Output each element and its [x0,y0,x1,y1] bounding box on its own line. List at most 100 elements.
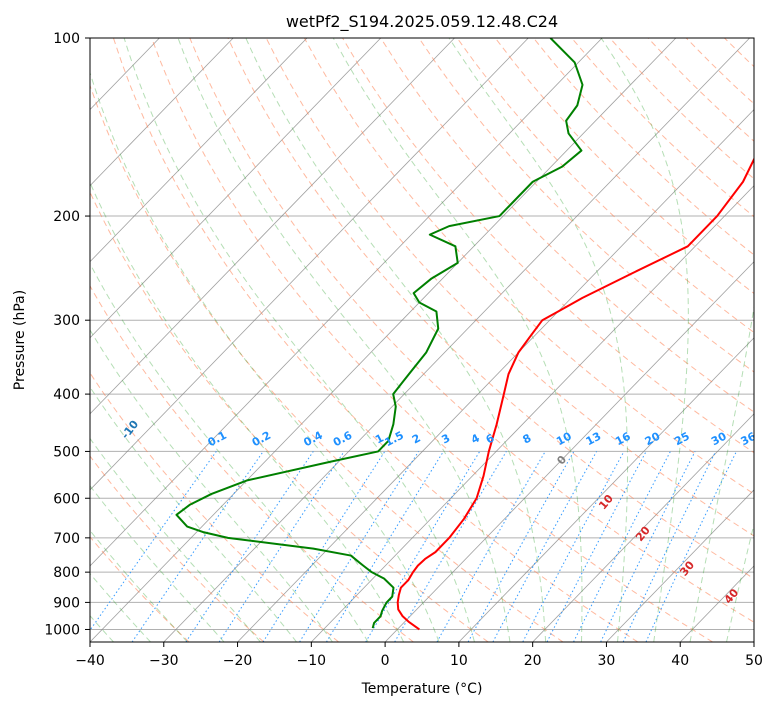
dry-adiabat-line [342,38,754,454]
dry-adiabat-line [90,190,489,642]
y-tick-label: 900 [53,595,80,611]
dry-adiabat-line [533,38,754,256]
skewed-isotherms [0,38,754,642]
mixing-ratio-line [90,451,217,632]
y-tick-label: 700 [53,531,80,547]
dry-adiabat-line [494,38,754,295]
mixing-ratio-line [467,451,575,642]
dry-adiabat-line [763,38,775,642]
isotherm-line [0,38,12,642]
x-tick-label: 20 [524,653,542,669]
moist-adiabat-line [90,262,369,642]
isotherm-line [90,38,308,263]
mixing-ratio-label: 3 [439,431,452,446]
dry-adiabat-line [90,284,414,642]
mixing-ratio-line [131,451,264,642]
isotherm-line [90,38,382,339]
x-tick-label: −20 [223,653,253,669]
x-tick-label: −40 [75,653,105,669]
mixing-ratio-label: 0.6 [331,429,355,450]
mixing-ratio-line [436,451,546,642]
temperature-profile-line [396,157,754,631]
isotherm-line [90,38,603,567]
x-axis-ticks: −40 −30 −20 −10 0 10 20 30 40 50 [75,642,763,669]
moist-adiabat-line [245,38,547,642]
mixing-ratio-line [645,451,737,642]
mixing-ratio-label: 25 [672,430,692,449]
mixing-ratio-label: 10 [554,429,574,448]
mixing-ratio-line [262,451,386,642]
dry-adiabat-line [724,38,754,68]
isotherm-line [458,337,754,642]
y-axis-ticks: 100 200 300 400 500 600 700 800 900 1000 [44,31,90,638]
mixing-ratio-line [365,451,481,642]
y-tick-label: 1000 [44,622,80,638]
x-tick-label: 50 [745,653,763,669]
dry-adiabat-line [90,372,339,642]
isotherm-line [90,38,234,187]
y-tick-label: 200 [53,209,80,225]
isotherm-line [90,38,455,415]
dry-adiabat-line [456,38,754,334]
dry-adiabat-line [90,455,265,642]
dry-adiabat-line [265,38,754,537]
isotherm-line [606,489,754,642]
plot-frame [89,37,755,643]
mixing-ratio-line [326,451,444,642]
dry-adiabat-line [90,536,190,642]
moist-adiabat-line [90,386,297,642]
isotherm-line [163,38,750,642]
y-tick-label: 400 [53,387,80,403]
mixing-ratio-line [546,451,647,642]
mixing-ratio-label: 16 [613,429,633,448]
x-tick-label: 0 [381,653,390,669]
moist-adiabat-line [726,522,754,642]
dry-adiabat-line [609,38,754,180]
moist-adiabat-line [90,181,405,642]
mixing-ratio-line [394,451,507,642]
dry-adiabat-line [418,38,754,373]
mixing-ratio-label: 0.4 [301,429,325,450]
profile-series [175,38,754,631]
y-tick-label: 600 [53,491,80,507]
moist-adiabat-line [90,71,440,642]
x-tick-label: 30 [598,653,616,669]
mixing-ratio-label: 0.2 [250,429,273,450]
mixing-ratio-line [600,451,696,642]
mixing-ratio-label: 36 [739,429,759,448]
dry-adiabat-line [303,38,754,495]
y-axis-label: Pressure (hPa) [12,290,28,390]
isotherm-line [532,413,754,642]
mixing-ratio-label: 20 [643,429,663,448]
dewpoint-profile-line [175,38,584,629]
moist-adiabat-line [90,485,225,642]
isotherm-line [384,261,754,642]
mixing-ratio-label: 2 [410,431,423,446]
isotherm-line [753,641,754,642]
moist-adiabat-line [90,529,188,642]
mixing-ratio-line [622,451,717,642]
moist-adiabats [90,38,754,642]
moist-adiabat-line [90,329,333,642]
mixing-ratio-label: 4 [469,431,482,446]
dry-adiabat-line [112,38,639,642]
moist-adiabat-line [90,437,261,642]
mixing-ratio-label: 1.5 [383,429,406,450]
moist-adiabat-line [332,38,583,642]
y-tick-label: 500 [53,444,80,460]
dry-adiabats [90,38,775,642]
moist-adiabat-line [600,38,689,642]
y-tick-label: 800 [53,565,80,581]
y-tick-label: 100 [53,31,80,47]
isotherm-line [90,38,677,642]
moist-adiabat-label: 10 [596,492,616,512]
x-tick-label: −10 [297,653,327,669]
mixing-ratio-line [185,451,314,642]
annotation-labels: -100-90-80-70-60-50-40-30-20-10010203040… [119,418,759,607]
moist-adiabat-line [689,304,754,642]
mixing-ratio-label: 0.1 [206,429,229,450]
mixing-ratio-line [218,451,345,642]
dry-adiabat-line [227,38,754,580]
plot-area: -100-90-80-70-60-50-40-30-20-10010203040… [0,38,775,642]
x-tick-label: 40 [671,653,689,669]
